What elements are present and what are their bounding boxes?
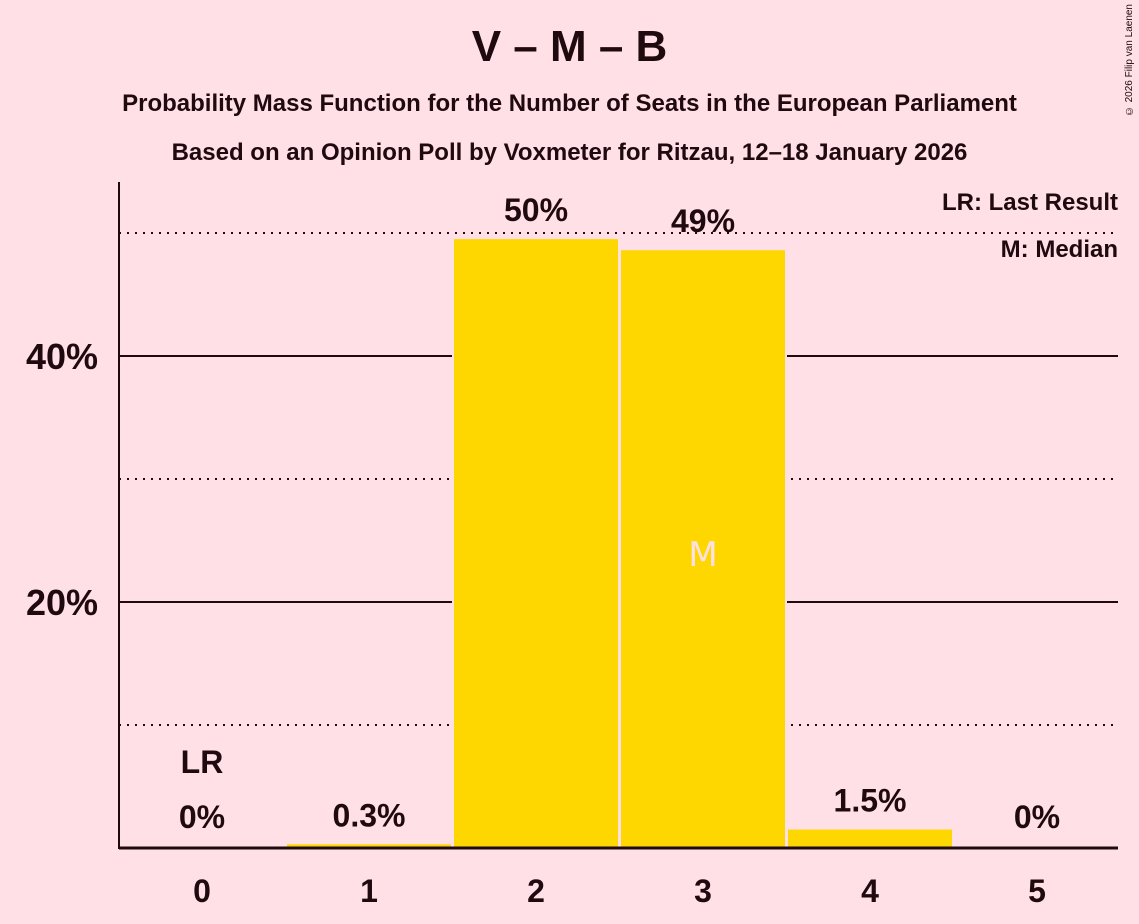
axes: 20% 40% (26, 182, 1118, 850)
x-tick-label: 3 (694, 873, 712, 909)
value-label: 0% (179, 799, 225, 835)
x-tick-label: 1 (360, 873, 378, 909)
bar-4 (788, 829, 952, 848)
chart-subtitle: Probability Mass Function for the Number… (122, 90, 1017, 117)
median-marker: M (688, 535, 717, 575)
bar-2 (454, 239, 618, 848)
last-result-marker: LR (181, 744, 224, 780)
value-label: 50% (504, 192, 568, 228)
x-tick-label: 5 (1028, 873, 1046, 909)
bars (285, 239, 954, 849)
value-label: 0.3% (333, 797, 406, 833)
x-tick-label: 2 (527, 873, 545, 909)
value-label: 1.5% (834, 783, 907, 819)
chart-source: Based on an Opinion Poll by Voxmeter for… (171, 139, 968, 166)
value-labels: 0% 0 0.3% 1 50% 2 49% 3 1.5% 4 0% 5 LR M (179, 192, 1060, 909)
x-tick-label: 4 (861, 873, 879, 909)
y-tick-label: 20% (26, 582, 98, 623)
chart-title: V – M – B (471, 22, 668, 71)
legend-last-result: LR: Last Result (942, 189, 1118, 216)
value-label: 0% (1014, 799, 1060, 835)
y-tick-label: 40% (26, 336, 98, 377)
bar-1 (287, 844, 451, 848)
x-tick-label: 0 (193, 873, 211, 909)
value-label: 49% (671, 203, 735, 239)
bar-3 (621, 250, 785, 849)
legend-median: M: Median (1001, 236, 1118, 263)
